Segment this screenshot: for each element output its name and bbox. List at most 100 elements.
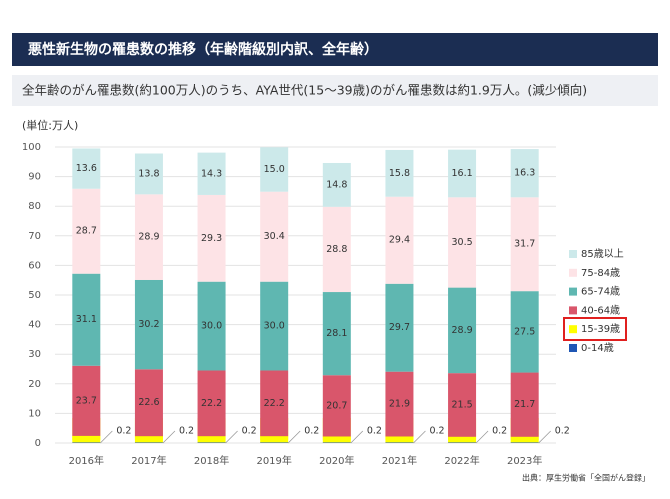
value-label: 0.2 <box>304 426 319 437</box>
leader-line <box>225 430 238 444</box>
value-label: 22.6 <box>138 397 159 408</box>
bar-segment <box>322 442 351 443</box>
y-tick-label: 50 <box>28 290 41 301</box>
value-label: 16.3 <box>514 168 535 179</box>
value-label: 14.3 <box>201 168 222 179</box>
bar-segment <box>385 283 414 372</box>
leader-line <box>413 430 426 444</box>
plot: 01020304050607080901002016年0.22.223.731.… <box>22 142 624 467</box>
bar-segment <box>448 287 477 374</box>
value-label: 28.8 <box>326 244 347 255</box>
value-label: 29.3 <box>201 233 222 244</box>
legend-label: 0-14歳 <box>581 342 614 354</box>
value-label: 22.2 <box>201 398 222 409</box>
value-label: 31.7 <box>514 239 535 250</box>
value-label: 0.2 <box>242 426 257 437</box>
legend-label: 65-74歳 <box>581 286 620 298</box>
legend-swatch <box>569 268 577 277</box>
subtitle-box <box>12 75 658 106</box>
bar-segment <box>385 371 414 437</box>
bar-segment <box>134 279 163 370</box>
value-label: 28.9 <box>451 325 472 336</box>
bar-segment <box>510 442 539 443</box>
bar-segment <box>260 281 289 371</box>
value-label: 20.7 <box>326 400 347 411</box>
value-label: 30.5 <box>451 237 472 248</box>
legend-label: 85歳以上 <box>581 248 624 260</box>
value-label: 0.2 <box>555 426 570 437</box>
y-tick-label: 10 <box>28 408 41 419</box>
y-tick-label: 40 <box>28 320 41 331</box>
x-tick-label: 2023年 <box>507 454 542 467</box>
x-tick-label: 2016年 <box>69 454 104 467</box>
y-tick-label: 20 <box>28 379 41 390</box>
legend-label: 15-39歳 <box>581 323 620 335</box>
value-label: 29.4 <box>389 235 410 246</box>
legend-swatch <box>569 344 577 352</box>
y-tick-label: 90 <box>28 172 41 183</box>
bar-segment <box>322 162 351 207</box>
bar-segment <box>510 372 539 437</box>
leader-line <box>475 430 489 444</box>
bar-segment <box>72 273 101 366</box>
value-label: 27.5 <box>514 326 535 337</box>
bar-segment <box>260 191 289 282</box>
bar-segment <box>322 206 351 293</box>
leader-line <box>100 430 113 444</box>
leader-line <box>287 430 301 444</box>
value-label: 14.8 <box>326 179 347 190</box>
legend-swatch <box>569 250 577 258</box>
bar-segment <box>448 149 477 198</box>
bar-segment <box>510 149 539 198</box>
unit-label: (単位:万人) <box>22 118 78 132</box>
x-tick-label: 2021年 <box>382 454 417 467</box>
y-tick-label: 0 <box>35 438 41 449</box>
value-label: 21.7 <box>514 399 535 410</box>
legend-label: 75-84歳 <box>581 267 620 279</box>
x-tick-label: 2022年 <box>444 454 479 467</box>
value-label: 30.2 <box>138 319 159 330</box>
leader-line <box>538 430 551 444</box>
bar-segment <box>197 281 226 371</box>
value-label: 30.0 <box>201 321 222 332</box>
bar-segment <box>260 147 289 192</box>
x-tick-label: 2017年 <box>131 454 166 467</box>
value-label: 0.2 <box>429 426 444 437</box>
x-tick-label: 2020年 <box>319 454 354 467</box>
y-tick-label: 70 <box>28 231 41 242</box>
value-label: 0.2 <box>116 426 131 437</box>
bar-segment <box>134 194 163 280</box>
bar-segment <box>448 197 477 288</box>
bar-segment <box>134 442 163 443</box>
bar-segment <box>72 148 101 189</box>
value-label: 21.5 <box>451 399 472 410</box>
legend-swatch <box>569 325 577 334</box>
legend-swatch <box>569 287 577 296</box>
bar-segment <box>197 194 226 282</box>
bar-segment <box>322 292 351 376</box>
value-label: 28.7 <box>76 226 97 237</box>
highlight-box <box>563 317 627 341</box>
value-label: 13.8 <box>138 168 159 179</box>
value-label: 22.2 <box>264 398 285 409</box>
title-banner <box>12 33 658 66</box>
value-label: 13.6 <box>76 163 97 174</box>
value-label: 0.2 <box>492 426 507 437</box>
chart-subtitle: 全年齢のがん罹患数(約100万人)のうち、AYA世代(15～39歳)のがん罹患数… <box>22 83 587 98</box>
bar-segment <box>197 370 226 437</box>
value-label: 16.1 <box>451 168 472 179</box>
bar-segment <box>260 442 289 443</box>
value-label: 0.2 <box>179 426 194 437</box>
bar-segment <box>197 152 226 195</box>
bar-segment <box>134 369 163 437</box>
value-label: 28.1 <box>326 328 347 339</box>
bar-segment <box>510 291 539 373</box>
value-label: 30.4 <box>264 231 285 242</box>
bar-segment <box>134 153 163 195</box>
value-label: 28.9 <box>138 232 159 243</box>
bar-segment <box>197 442 226 443</box>
value-label: 15.8 <box>389 168 410 179</box>
value-label: 23.7 <box>76 395 97 406</box>
x-tick-label: 2019年 <box>256 454 291 467</box>
